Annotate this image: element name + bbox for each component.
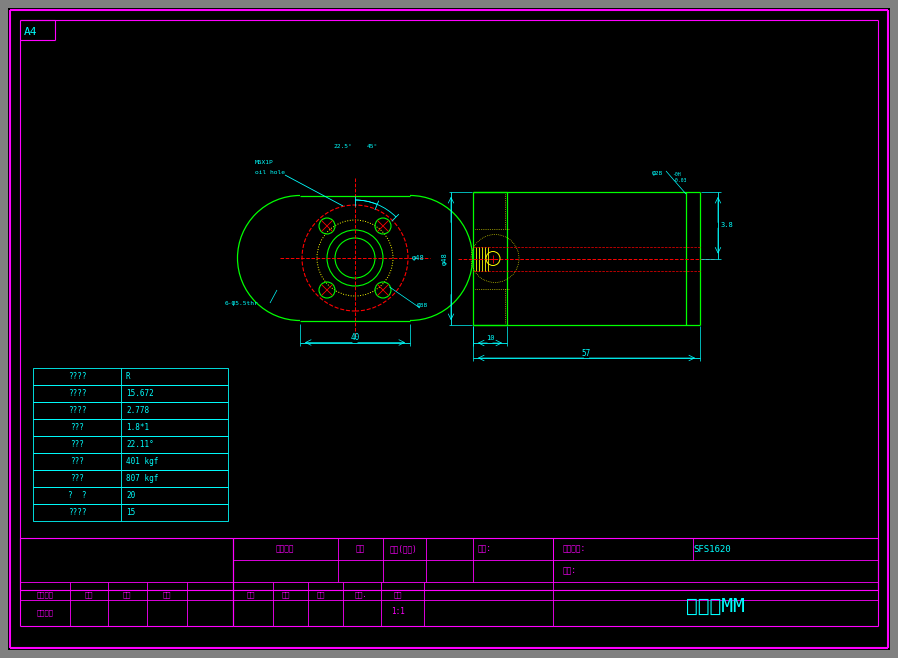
Text: 807 kgf: 807 kgf [126,474,158,483]
Text: 视角.: 视角. [355,592,367,598]
Text: 22.5°: 22.5° [334,143,352,149]
Text: 比例: 比例 [393,592,402,598]
Text: 客户确认: 客户确认 [37,610,54,617]
Bar [33,504,228,521]
Text: 处象: 处象 [84,592,93,598]
Text: 存檔图号:: 存檔图号: [563,545,586,553]
Bar [33,385,228,402]
Text: 15.672: 15.672 [126,389,154,398]
Bar [33,368,228,385]
Bar [33,470,228,487]
Bar [33,402,228,419]
Text: 401 kgf: 401 kgf [126,457,158,466]
Text: ????: ???? [67,389,86,398]
Text: ???: ??? [70,474,84,483]
Text: 1:1: 1:1 [391,607,405,615]
Text: R: R [126,372,130,381]
Text: 单位：MM: 单位：MM [686,597,744,615]
Bar [33,419,228,436]
Text: 更改标记: 更改标记 [37,592,54,598]
Text: 45°: 45° [367,143,378,149]
Text: 2.778: 2.778 [126,406,149,415]
Text: 审核: 审核 [317,592,325,598]
Text: -0.03: -0.03 [672,178,686,184]
Text: 22.11°: 22.11° [126,440,154,449]
Text: 20: 20 [126,491,136,500]
Bar [33,453,228,470]
Text: M6X1P: M6X1P [255,161,274,166]
Text: 图号:: 图号: [478,545,492,553]
Text: 签名: 签名 [163,592,172,598]
Text: 客户名称: 客户名称 [276,545,295,553]
Text: φ48: φ48 [442,252,448,265]
Text: ????: ???? [67,406,86,415]
Text: φ48: φ48 [412,255,425,261]
Text: 15: 15 [126,508,136,517]
Bar [33,436,228,453]
Text: 1.8*1: 1.8*1 [126,423,149,432]
Text: φ38: φ38 [417,303,428,309]
Text: 10: 10 [486,335,494,341]
Text: ???: ??? [70,457,84,466]
Text: 6-φ5.5thr: 6-φ5.5thr [225,301,259,305]
Text: A4: A4 [24,27,38,37]
Text: 3.8: 3.8 [721,222,734,228]
Text: ????: ???? [67,508,86,517]
Text: 材料:: 材料: [563,567,577,576]
Text: oil hole: oil hole [255,170,285,176]
Text: φ28: φ28 [652,172,664,176]
Bar [33,487,228,504]
Text: SFS1620: SFS1620 [693,545,731,553]
Text: 40: 40 [350,333,359,342]
Text: ???: ??? [70,423,84,432]
Text: 设计: 设计 [282,592,290,598]
Text: 日期: 日期 [356,545,365,553]
Text: 57: 57 [582,349,591,357]
Text: 日期: 日期 [123,592,131,598]
Text: 绘图: 绘图 [247,592,255,598]
Text: 数量(单台): 数量(单台) [390,545,418,553]
Text: ????: ???? [67,372,86,381]
Text: ?  ?: ? ? [67,491,86,500]
Text: ???: ??? [70,440,84,449]
Text: -0H: -0H [672,172,681,176]
